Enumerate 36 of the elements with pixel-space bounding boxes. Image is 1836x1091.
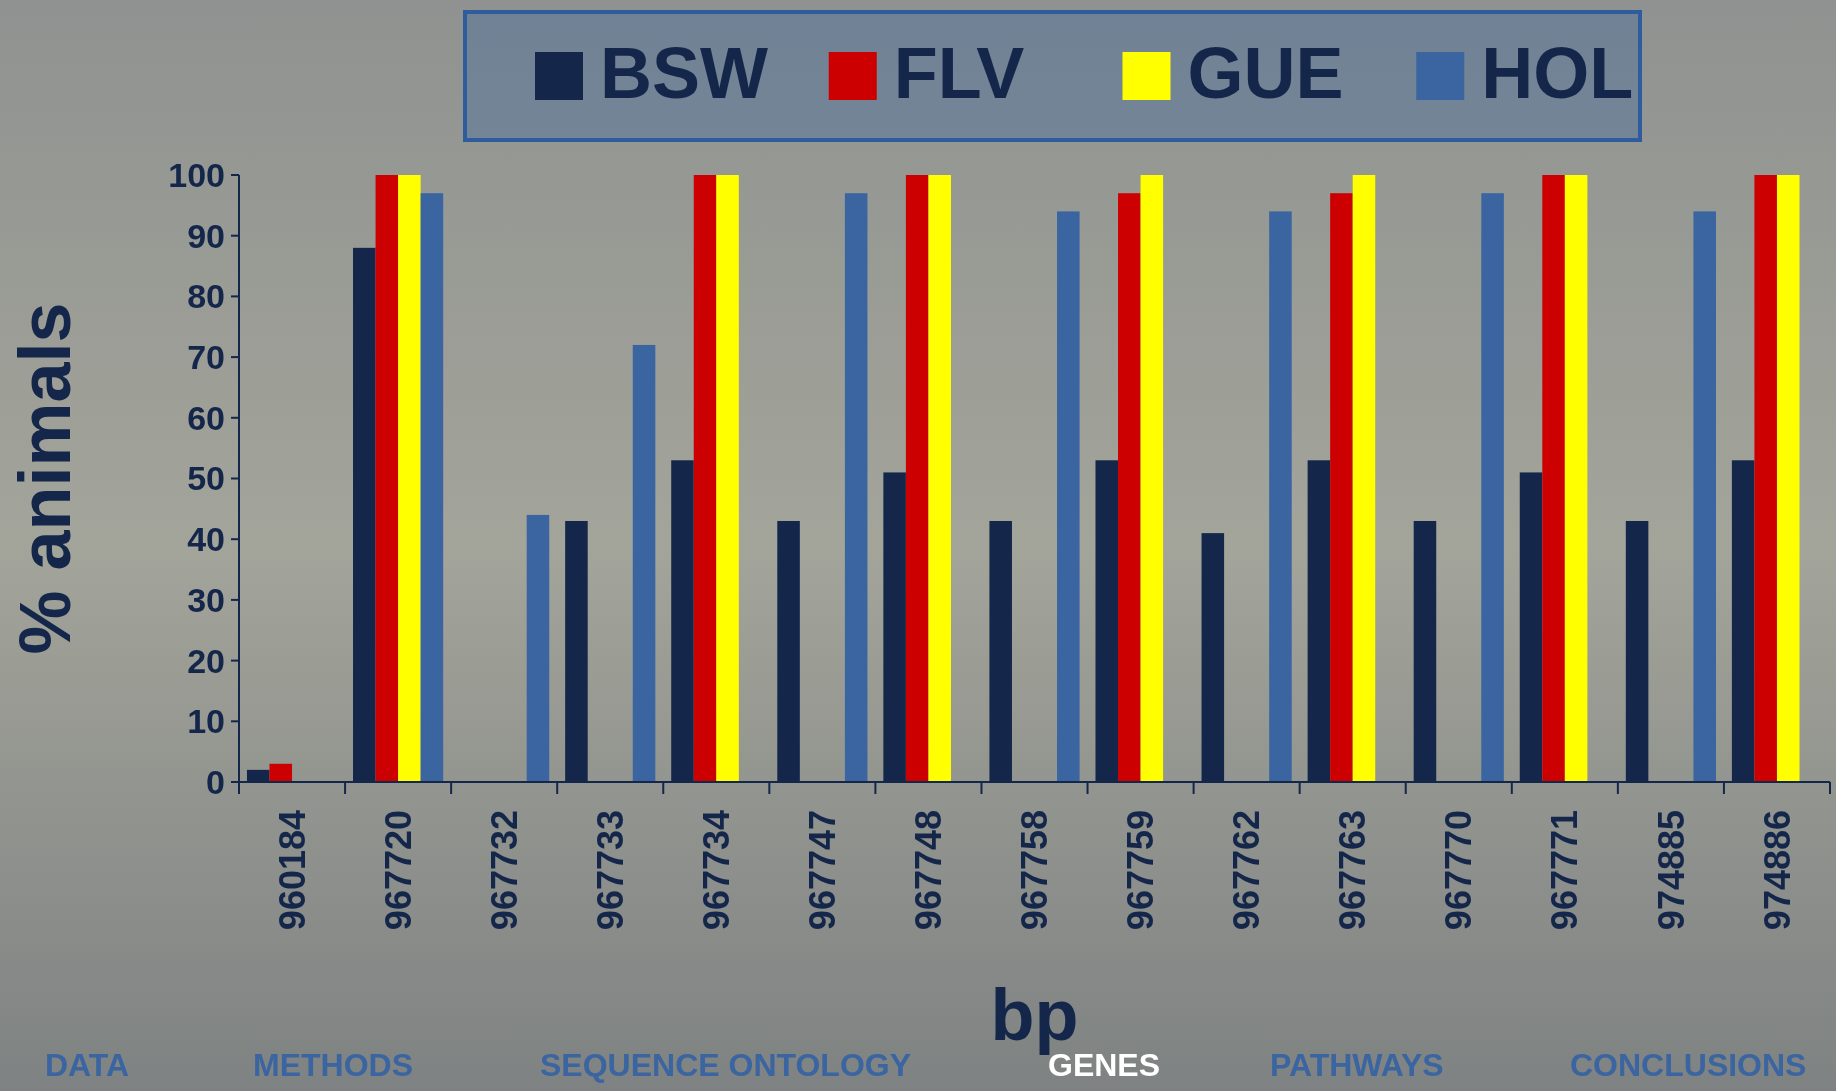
text: CONCLUSIONS [1570,1047,1807,1083]
legend-label: HOL [1481,33,1634,113]
x-tick-label: 967758 [1014,810,1056,931]
legend-label: GUE [1187,33,1344,113]
x-tick-label: 974885 [1650,810,1692,931]
x-tick-label: 967759 [1120,810,1162,931]
x-tick-label: 967733 [589,810,631,931]
x-tick-label: 960184 [271,810,313,931]
legend-label: FLV [893,33,1025,113]
text: PATHWAYS [1270,1047,1444,1083]
x-tick-label: 967748 [908,810,950,931]
legend-label: BSW [600,33,769,113]
x-tick-label: 967771 [1544,810,1586,931]
x-tick-label: 967720 [377,810,419,931]
y-tick-label: 90 [187,216,225,255]
x-tick-label: 967770 [1438,810,1480,931]
x-tick-label: 974886 [1756,810,1798,931]
text: METHODS [253,1047,413,1083]
text: DATA [45,1047,130,1083]
y-tick-label: 10 [187,702,225,741]
y-tick-label: 100 [168,155,225,194]
x-tick-label: 967747 [801,810,843,931]
y-tick-label: 40 [187,520,225,559]
y-tick-label: 50 [187,459,225,498]
y-tick-label: 70 [187,338,225,376]
x-tick-label: 967762 [1226,810,1268,931]
y-tick-label: 20 [187,641,225,680]
x-tick-label: 967732 [483,810,525,931]
x-tick-label: 967763 [1332,810,1374,931]
y-tick-label: 0 [206,762,225,801]
y-tick-label: 80 [187,277,225,316]
y-axis-title: % animals [5,302,85,655]
x-tick-label: 967734 [695,810,737,931]
text: SEQUENCE ONTOLOGY [540,1047,912,1083]
y-tick-label: 30 [187,580,225,619]
y-tick-label: 60 [187,398,225,437]
